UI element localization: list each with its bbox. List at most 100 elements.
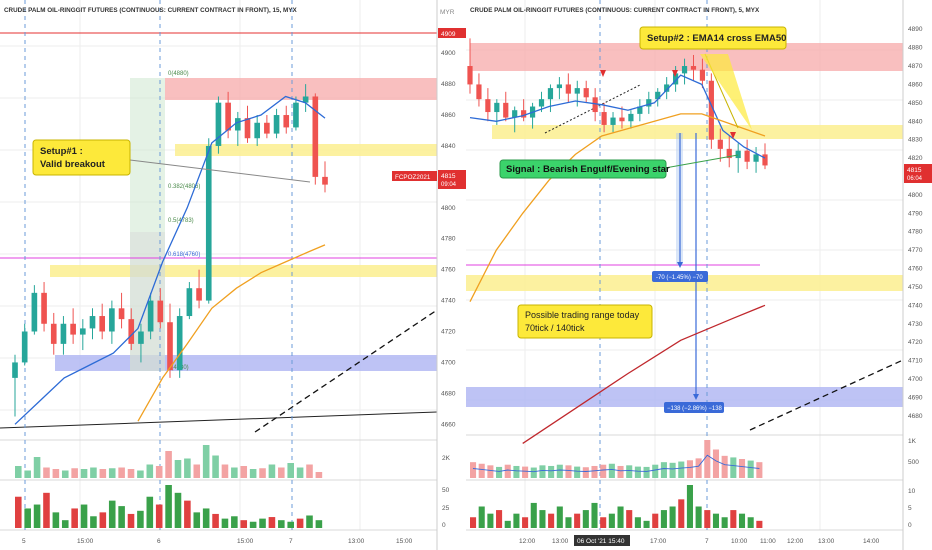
left-oscillator-bar (43, 492, 50, 528)
right-time-cursor-bg (574, 535, 630, 546)
left-oscillator-bar (259, 518, 266, 528)
right-oscillator-bar (600, 517, 607, 528)
right-volume-ma-line (472, 454, 760, 473)
left-resistance-zone (165, 78, 437, 100)
right-oscillator-bar (565, 517, 572, 528)
left-candle-body (293, 102, 299, 128)
left-candle-body (312, 96, 319, 177)
left-volume-bar (146, 464, 154, 478)
left-candle-body (157, 300, 164, 323)
left-candle-body (79, 328, 86, 335)
left-price-tick: 4860 (441, 112, 456, 119)
left-volume-bar (90, 467, 97, 478)
left-candle-body (264, 122, 270, 134)
left-price-axis-bg (437, 0, 466, 530)
left-oscillator-bar (80, 504, 88, 528)
setup2-callout (639, 26, 787, 50)
right-price-tick: 4710 (908, 358, 923, 365)
right-time-label-1100: 11:00 (760, 538, 776, 545)
right-volume-bar (721, 455, 728, 478)
right-oscillator-bar (574, 513, 581, 528)
right-candle-body (646, 99, 652, 107)
left-volume-bar (52, 469, 60, 478)
left-price-tick: 4780 (441, 236, 456, 243)
right-price-tick: 4880 (908, 45, 923, 52)
left-candle-body (41, 292, 47, 324)
right-osc-axis-0: 0 (908, 522, 912, 529)
signal-arrow-3 (730, 132, 736, 139)
left-candles (12, 84, 328, 417)
left-price-tick: 4660 (441, 421, 456, 428)
right-candle-body (503, 102, 509, 118)
right-volume-bar (539, 465, 546, 478)
left-candle-body (273, 115, 280, 134)
left-volume-bar (249, 469, 257, 478)
left-symbol-tag-label: FCPOZ2021 (395, 174, 431, 181)
right-price-tick: 4820 (908, 155, 923, 162)
right-supply-zone (492, 125, 903, 139)
left-volume-bar (306, 464, 313, 478)
right-oscillator-bar (721, 517, 728, 528)
right-chart-title: CRUDE PALM OIL-RINGGIT FUTURES (CONTINUO… (470, 7, 760, 14)
left-candle-body (109, 308, 115, 332)
right-volume-bars (470, 440, 763, 478)
left-time-label-7: 7 (289, 538, 293, 545)
right-time-axis: 12:00 13:00 06 Oct '21 15:40 17:00 7 10:… (519, 535, 880, 546)
right-volume-bar (626, 465, 633, 478)
left-price-tick: 4680 (441, 390, 456, 397)
right-candle-body (565, 84, 571, 94)
left-oscillator-bar (165, 485, 172, 528)
left-price-tick: 4840 (441, 143, 456, 150)
left-candle-body (167, 322, 173, 371)
left-oscillator-bars (15, 485, 323, 528)
left-oscillator-bar (118, 506, 125, 528)
right-price-tick: 4730 (908, 321, 923, 328)
left-candle-body (196, 288, 202, 301)
left-candle-body (225, 102, 231, 131)
right-candle-body (717, 139, 723, 149)
left-volume-bar (165, 451, 172, 478)
right-volume-bar (652, 464, 659, 478)
left-oscillator-bar (15, 496, 22, 528)
right-oscillator-bar (643, 520, 650, 528)
right-price-tick: 4860 (908, 81, 923, 88)
right-oscillator-bar (669, 506, 676, 528)
left-oscillator-bar (306, 515, 313, 528)
right-oscillator-bar (530, 502, 537, 528)
left-candle-body (99, 316, 106, 332)
left-time-label-6: 6 (157, 538, 161, 545)
right-volume-bar (548, 465, 555, 478)
right-volume-bar (496, 466, 503, 478)
left-oscillator-bar (287, 521, 294, 528)
right-candle-body (583, 88, 589, 98)
range-line2: 70tick / 140tick (525, 323, 585, 333)
measure-label-1-bg (652, 271, 708, 282)
setup1-pointer (129, 159, 311, 183)
right-volume-bar (695, 458, 702, 478)
right-current-time: 06:04 (907, 176, 923, 182)
right-candle-body (699, 69, 706, 81)
right-dotted-trendline (544, 84, 641, 134)
right-oscillator-bar (556, 506, 563, 528)
right-candle-body (538, 99, 545, 107)
left-price-tick: 4740 (441, 298, 456, 305)
left-oscillator-bar (315, 520, 323, 528)
left-resistance-price-tag (438, 28, 466, 38)
left-candle-body (283, 115, 290, 128)
left-candle-body (31, 292, 38, 332)
left-osc-axis-25: 25 (442, 505, 450, 512)
left-ema50-line (137, 244, 326, 422)
left-candle-body (205, 145, 212, 301)
left-volume-bar (137, 470, 144, 478)
right-candle-body (762, 154, 768, 166)
right-candle-body (637, 106, 643, 114)
left-oscillator-bar (137, 510, 144, 528)
left-oscillator-bar (146, 496, 154, 528)
left-oscillator-bar (33, 504, 41, 528)
right-red-trend-line (522, 304, 766, 444)
left-volume-bar (296, 467, 304, 478)
left-oscillator-bar (90, 516, 97, 528)
right-candle-body (690, 66, 697, 70)
right-price-tick: 4690 (908, 394, 923, 401)
left-oscillator-bar (99, 512, 107, 528)
